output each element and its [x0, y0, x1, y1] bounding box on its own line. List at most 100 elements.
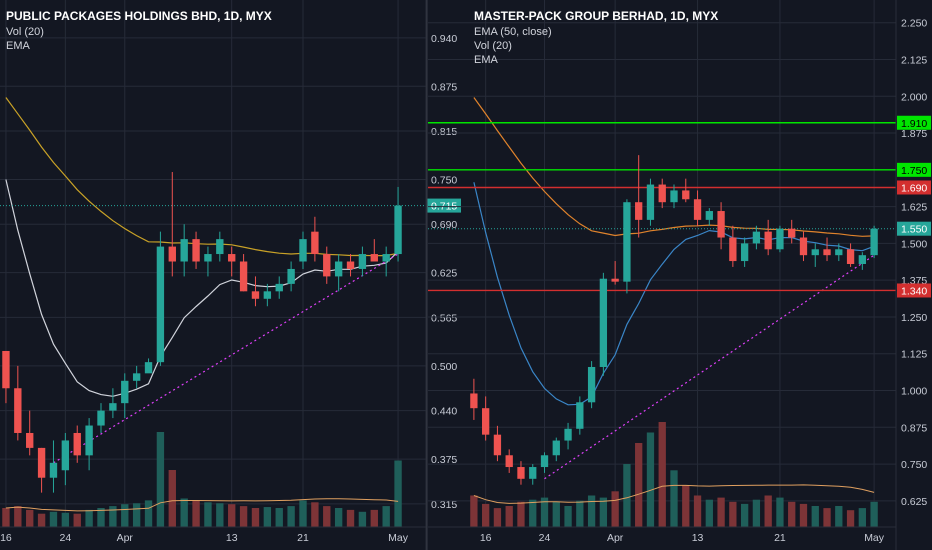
l-time-tick: May	[388, 532, 409, 544]
r-volume-bar	[717, 497, 725, 527]
l-candle-body	[180, 239, 188, 262]
left-legend-vol[interactable]: Vol (20)	[6, 26, 44, 38]
r-volume-bar	[693, 495, 702, 527]
l-price-tick: 0.315	[431, 499, 457, 511]
r-volume-bar	[552, 501, 560, 527]
l-volume-bar	[180, 498, 188, 527]
l-candle-body	[14, 388, 22, 433]
l-candle-body	[311, 231, 319, 255]
r-candle-body	[740, 243, 749, 262]
right-legend-vol[interactable]: Vol (20)	[474, 40, 512, 52]
l-level-label-bg	[427, 198, 461, 213]
r-candle-body	[811, 249, 819, 256]
r-candle-body	[693, 199, 702, 220]
l-volume-bar	[156, 432, 165, 527]
l-candle-body	[275, 283, 283, 292]
l-volume-bar	[73, 513, 81, 527]
l-volume-bar	[144, 500, 153, 527]
l-volume-bar	[239, 506, 248, 527]
l-candle-body	[346, 261, 355, 269]
left-chart-panel[interactable]: 0.940 0.875 0.815 0.750 0.690 0.625 0.565 0.500…	[0, 0, 461, 550]
l-time-tick: 16	[0, 532, 12, 544]
r-time-tick: 21	[774, 532, 786, 544]
left-time-axis[interactable]: 16 24 Apr 13 21 May	[0, 532, 409, 544]
right-indicator-lines	[428, 97, 896, 480]
r-volume-bar	[635, 443, 643, 527]
right-legend-ema50[interactable]: EMA (50, close)	[474, 26, 552, 38]
r-level-label: 1.690	[901, 182, 927, 194]
r-volume-bar	[788, 501, 796, 527]
r-candle-body	[764, 231, 772, 250]
r-trend-line	[544, 254, 875, 480]
right-chart-title: MASTER-PACK GROUP BERHAD, 1D, MYX	[474, 9, 718, 23]
l-candle-body	[228, 254, 236, 262]
r-candle-body	[729, 237, 737, 262]
r-volume-bar	[776, 497, 784, 527]
right-time-axis[interactable]: 16 24 Apr 13 21 May	[480, 532, 885, 544]
l-volume-bar	[251, 508, 260, 527]
r-time-tick: 13	[692, 532, 704, 544]
l-candle-body	[287, 268, 295, 284]
r-candle-body	[540, 455, 549, 468]
l-volume-bar	[287, 506, 295, 527]
left-candles	[2, 172, 402, 493]
r-volume-bar	[576, 500, 584, 527]
l-volume-bar	[323, 506, 331, 527]
r-level-label-bg	[897, 115, 931, 130]
r-volume-bar	[740, 503, 749, 527]
r-time-tick: 16	[480, 532, 492, 544]
r-candle-body	[599, 278, 608, 367]
r-volume-bar	[611, 491, 619, 527]
r-price-tick: 2.250	[901, 18, 927, 30]
r-time-tick: Apr	[607, 532, 624, 544]
right-chart-panel[interactable]: 2.2502.1252.0001.8751.7501.6251.5001.375…	[428, 0, 931, 550]
left-price-axis[interactable]: 0.940 0.875 0.815 0.750 0.690 0.625 0.565 0.500…	[0, 0, 461, 550]
r-volume-bar	[682, 485, 690, 527]
l-price-tick: 0.875	[431, 81, 457, 93]
r-volume-bar	[646, 432, 655, 527]
right-legend-ema[interactable]: EMA	[474, 54, 499, 66]
r-volume-bar	[858, 508, 866, 527]
r-volume-ma-line	[473, 484, 875, 504]
l-candle-body	[239, 261, 248, 292]
l-volume-ma-line	[5, 498, 399, 512]
l-price-tick: 0.500	[431, 361, 457, 373]
r-candle-body	[470, 393, 478, 409]
l-candle-body	[73, 432, 81, 456]
r-candle-body	[705, 211, 713, 220]
l-time-tick: 13	[226, 532, 238, 544]
r-volume-bar	[729, 501, 737, 527]
l-volume-bar	[346, 509, 355, 527]
r-volume-bar	[505, 506, 513, 527]
l-candle-body	[216, 239, 224, 255]
right-candles	[470, 155, 878, 485]
r-volume-bar	[564, 506, 572, 527]
l-price-tick: 0.440	[431, 406, 457, 418]
l-candle-body	[382, 254, 390, 262]
l-volume-bar	[394, 460, 402, 527]
r-price-tick: 0.625	[901, 496, 927, 508]
r-candle-body	[623, 202, 631, 282]
r-candle-body	[482, 408, 490, 435]
l-price-tick: 0.625	[431, 268, 457, 280]
r-candle-body	[752, 231, 761, 244]
r-price-tick: 1.875	[901, 128, 927, 140]
left-volume-bars	[2, 432, 402, 527]
r-candle-body	[576, 402, 584, 429]
right-price-axis[interactable]: 2.2502.1252.0001.8751.7501.6251.5001.375…	[428, 0, 931, 550]
r-candle-body	[658, 184, 666, 203]
l-volume-bar	[97, 508, 105, 527]
l-volume-bar	[37, 513, 46, 527]
r-level-label: 1.550	[901, 224, 927, 236]
r-candle-body	[517, 467, 525, 479]
l-volume-bar	[109, 506, 117, 527]
l-candle-body	[144, 362, 153, 374]
l-volume-bar	[2, 508, 10, 527]
r-volume-bar	[529, 499, 537, 527]
r-volume-bar	[587, 495, 596, 527]
l-volume-bar	[358, 511, 367, 527]
left-legend-ema[interactable]: EMA	[6, 40, 31, 52]
r-candle-body	[835, 249, 843, 256]
r-volume-bar	[846, 510, 855, 527]
